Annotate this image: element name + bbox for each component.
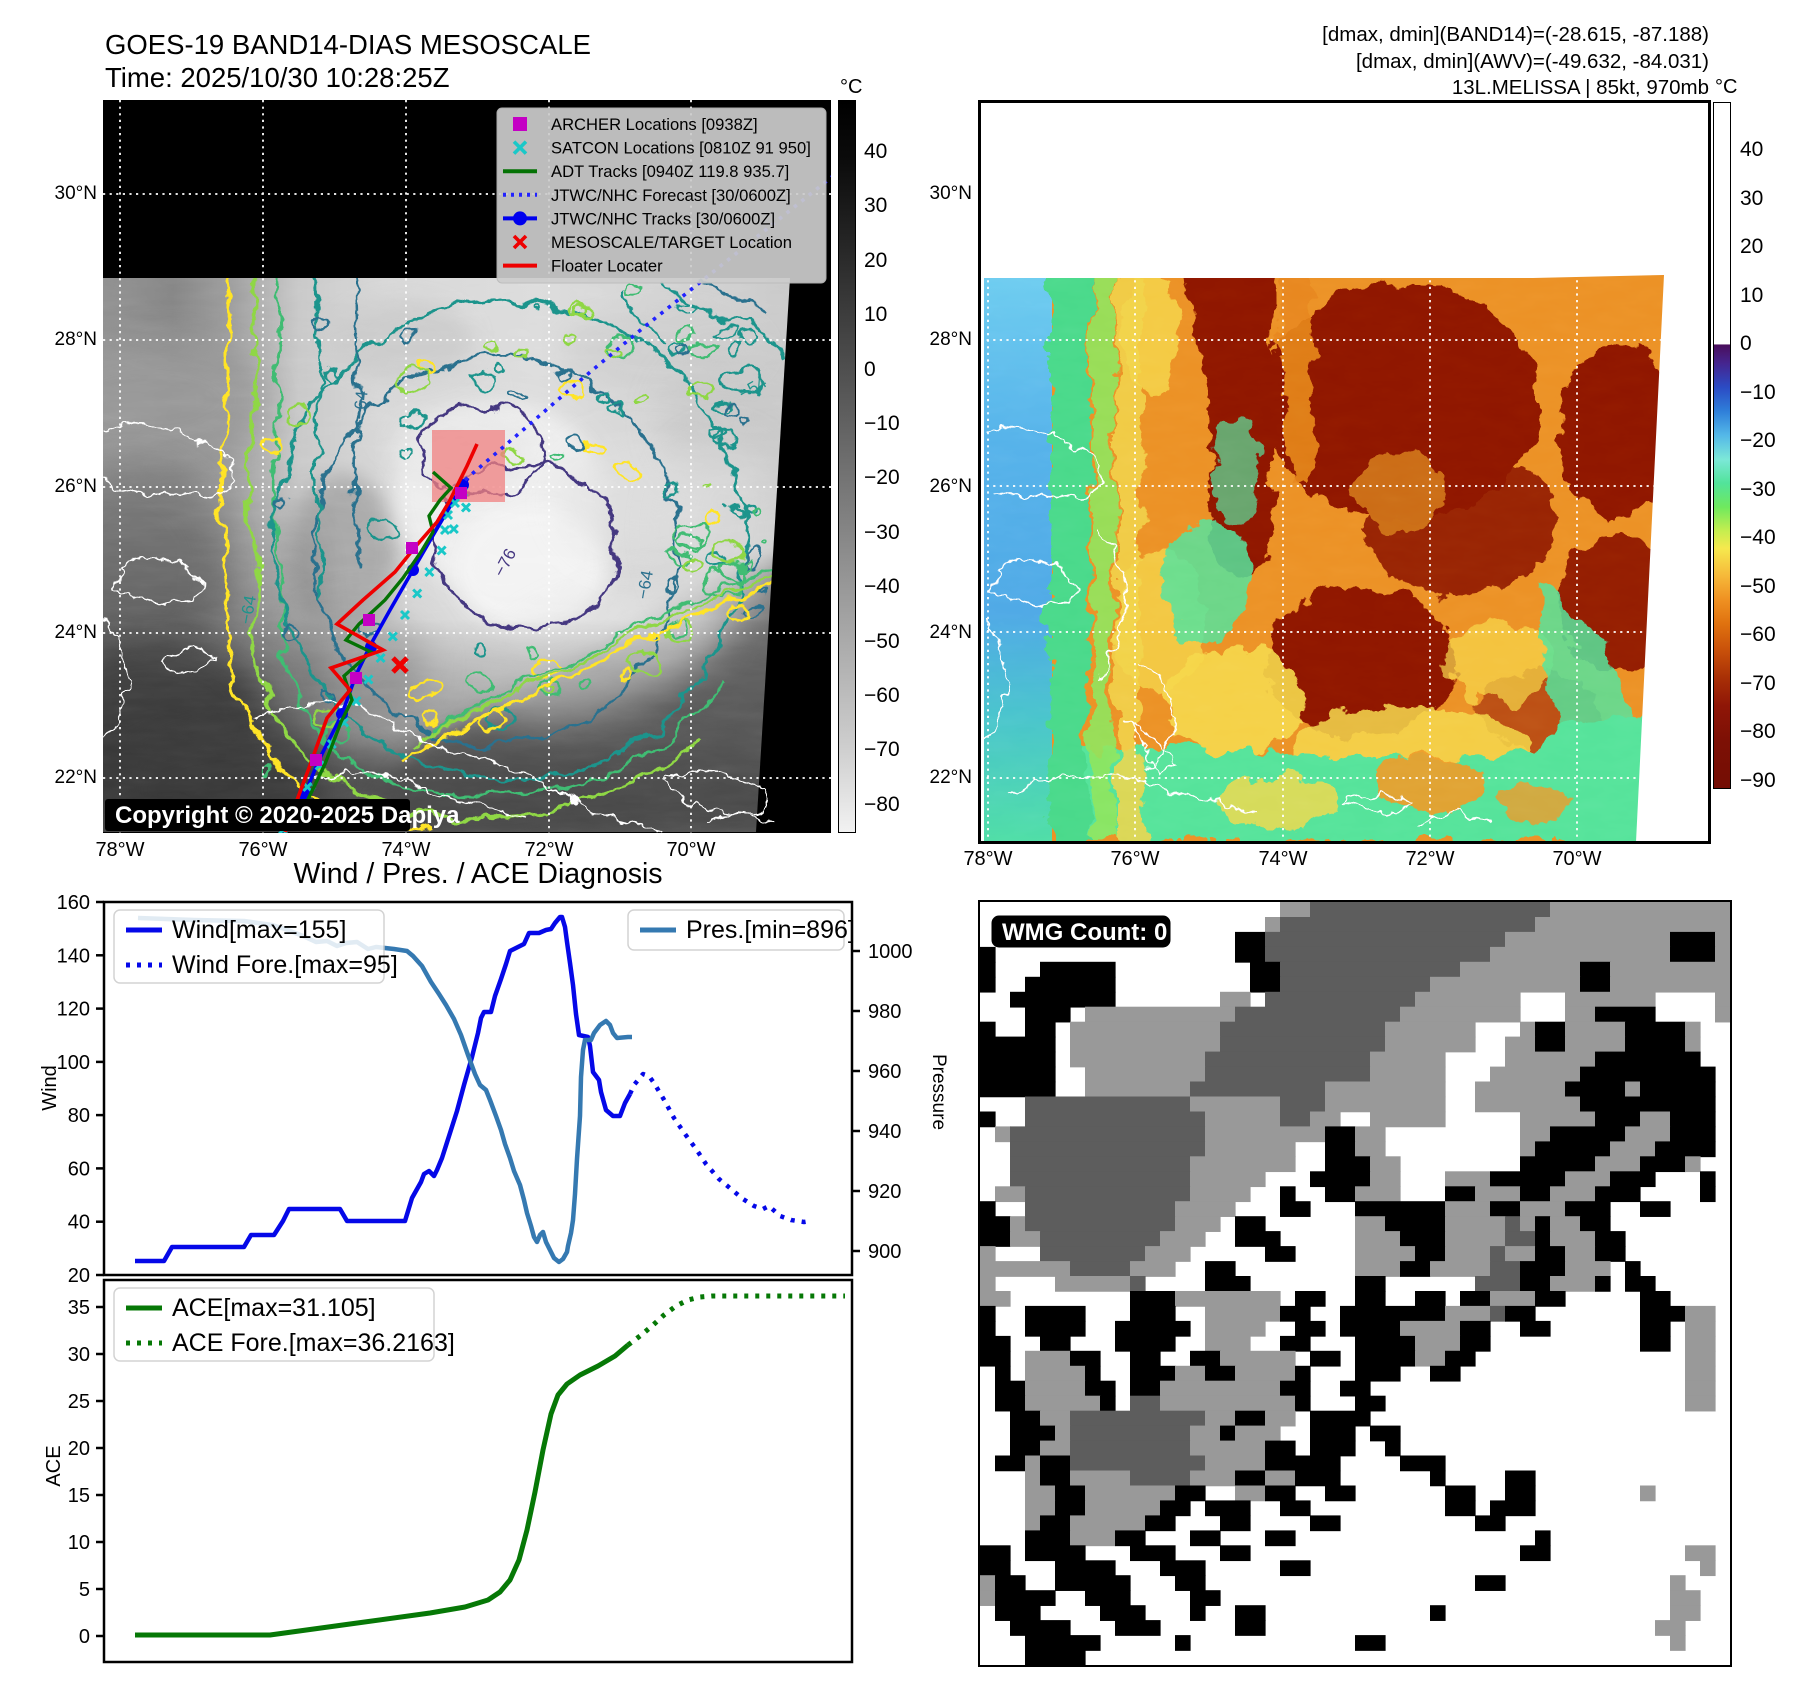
svg-text:160: 160 <box>57 892 90 914</box>
svg-text:10: 10 <box>68 1532 90 1554</box>
svg-text:ACE[max=31.105]: ACE[max=31.105] <box>172 1294 376 1322</box>
svg-text:140: 140 <box>57 945 90 967</box>
svg-text:960: 960 <box>868 1061 901 1083</box>
svg-text:120: 120 <box>57 999 90 1021</box>
svg-text:40: 40 <box>68 1212 90 1234</box>
svg-text:920: 920 <box>868 1181 901 1203</box>
svg-text:15: 15 <box>68 1485 90 1507</box>
svg-text:20: 20 <box>68 1438 90 1460</box>
svg-text:JTWC/NHC Tracks [30/0600Z]: JTWC/NHC Tracks [30/0600Z] <box>551 209 775 228</box>
svg-text:ACE: ACE <box>43 1445 65 1486</box>
svg-text:SATCON Locations [0810Z 91 950: SATCON Locations [0810Z 91 950] <box>551 139 811 158</box>
svg-text:Floater Locater: Floater Locater <box>551 257 663 276</box>
svg-text:Wind: Wind <box>40 1065 61 1111</box>
svg-text:WMG Count: 0: WMG Count: 0 <box>1002 919 1167 946</box>
svg-text:30: 30 <box>68 1344 90 1366</box>
svg-text:Wind[max=155]: Wind[max=155] <box>172 916 346 944</box>
svg-text:−64: −64 <box>350 390 371 420</box>
svg-text:100: 100 <box>57 1052 90 1074</box>
svg-text:Copyright © 2020-2025 Dapiya: Copyright © 2020-2025 Dapiya <box>115 802 460 829</box>
svg-text:JTWC/NHC Forecast [30/0600Z]: JTWC/NHC Forecast [30/0600Z] <box>551 186 791 205</box>
svg-text:80: 80 <box>68 1105 90 1127</box>
svg-text:25: 25 <box>68 1391 90 1413</box>
svg-text:980: 980 <box>868 1001 901 1023</box>
svg-text:ARCHER Locations [0938Z]: ARCHER Locations [0938Z] <box>551 115 758 134</box>
svg-text:900: 900 <box>868 1241 901 1263</box>
svg-text:Wind Fore.[max=95]: Wind Fore.[max=95] <box>172 951 398 979</box>
svg-text:940: 940 <box>868 1121 901 1143</box>
svg-text:ACE Fore.[max=36.2163]: ACE Fore.[max=36.2163] <box>172 1329 455 1357</box>
svg-text:35: 35 <box>68 1297 90 1319</box>
svg-text:60: 60 <box>68 1158 90 1180</box>
svg-text:0: 0 <box>79 1626 90 1648</box>
svg-text:5: 5 <box>79 1579 90 1601</box>
svg-text:Pres.[min=896]: Pres.[min=896] <box>686 916 855 944</box>
svg-text:−64: −64 <box>236 594 260 626</box>
svg-text:1000: 1000 <box>868 941 913 963</box>
svg-text:−64: −64 <box>633 569 657 601</box>
svg-text:20: 20 <box>68 1265 90 1287</box>
svg-text:Pressure: Pressure <box>928 1054 949 1130</box>
svg-text:ADT Tracks [0940Z 119.8 935.7]: ADT Tracks [0940Z 119.8 935.7] <box>551 162 789 181</box>
svg-text:MESOSCALE/TARGET Location: MESOSCALE/TARGET Location <box>551 233 792 252</box>
